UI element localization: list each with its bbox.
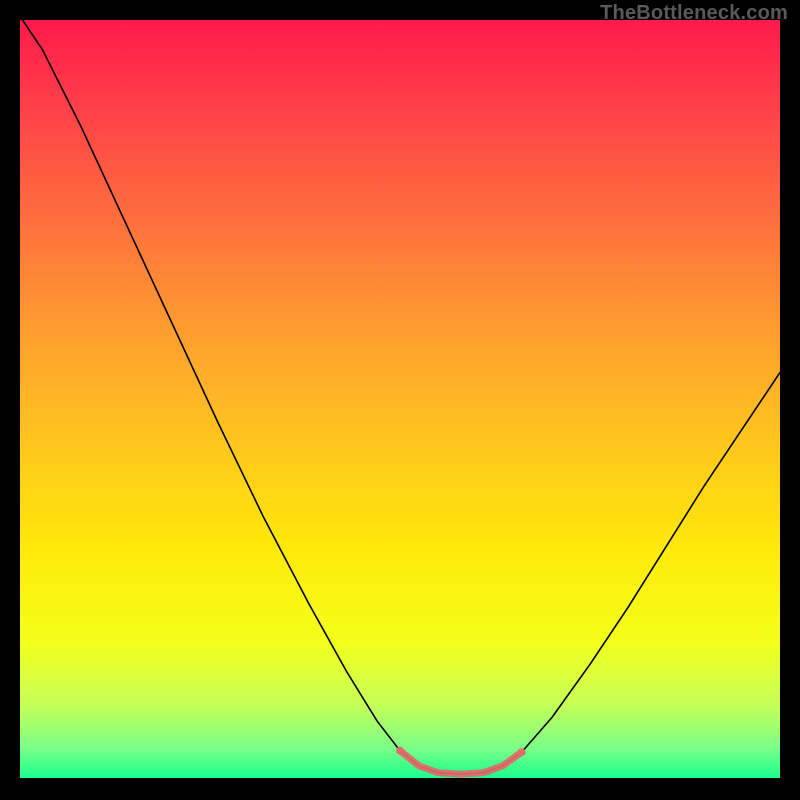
plot-area xyxy=(20,20,780,778)
highlight-end-marker xyxy=(396,747,404,755)
gradient-background xyxy=(20,20,780,778)
bottleneck-curve-chart xyxy=(20,20,780,778)
watermark-text: TheBottleneck.com xyxy=(600,2,788,25)
highlight-end-marker xyxy=(518,748,526,756)
